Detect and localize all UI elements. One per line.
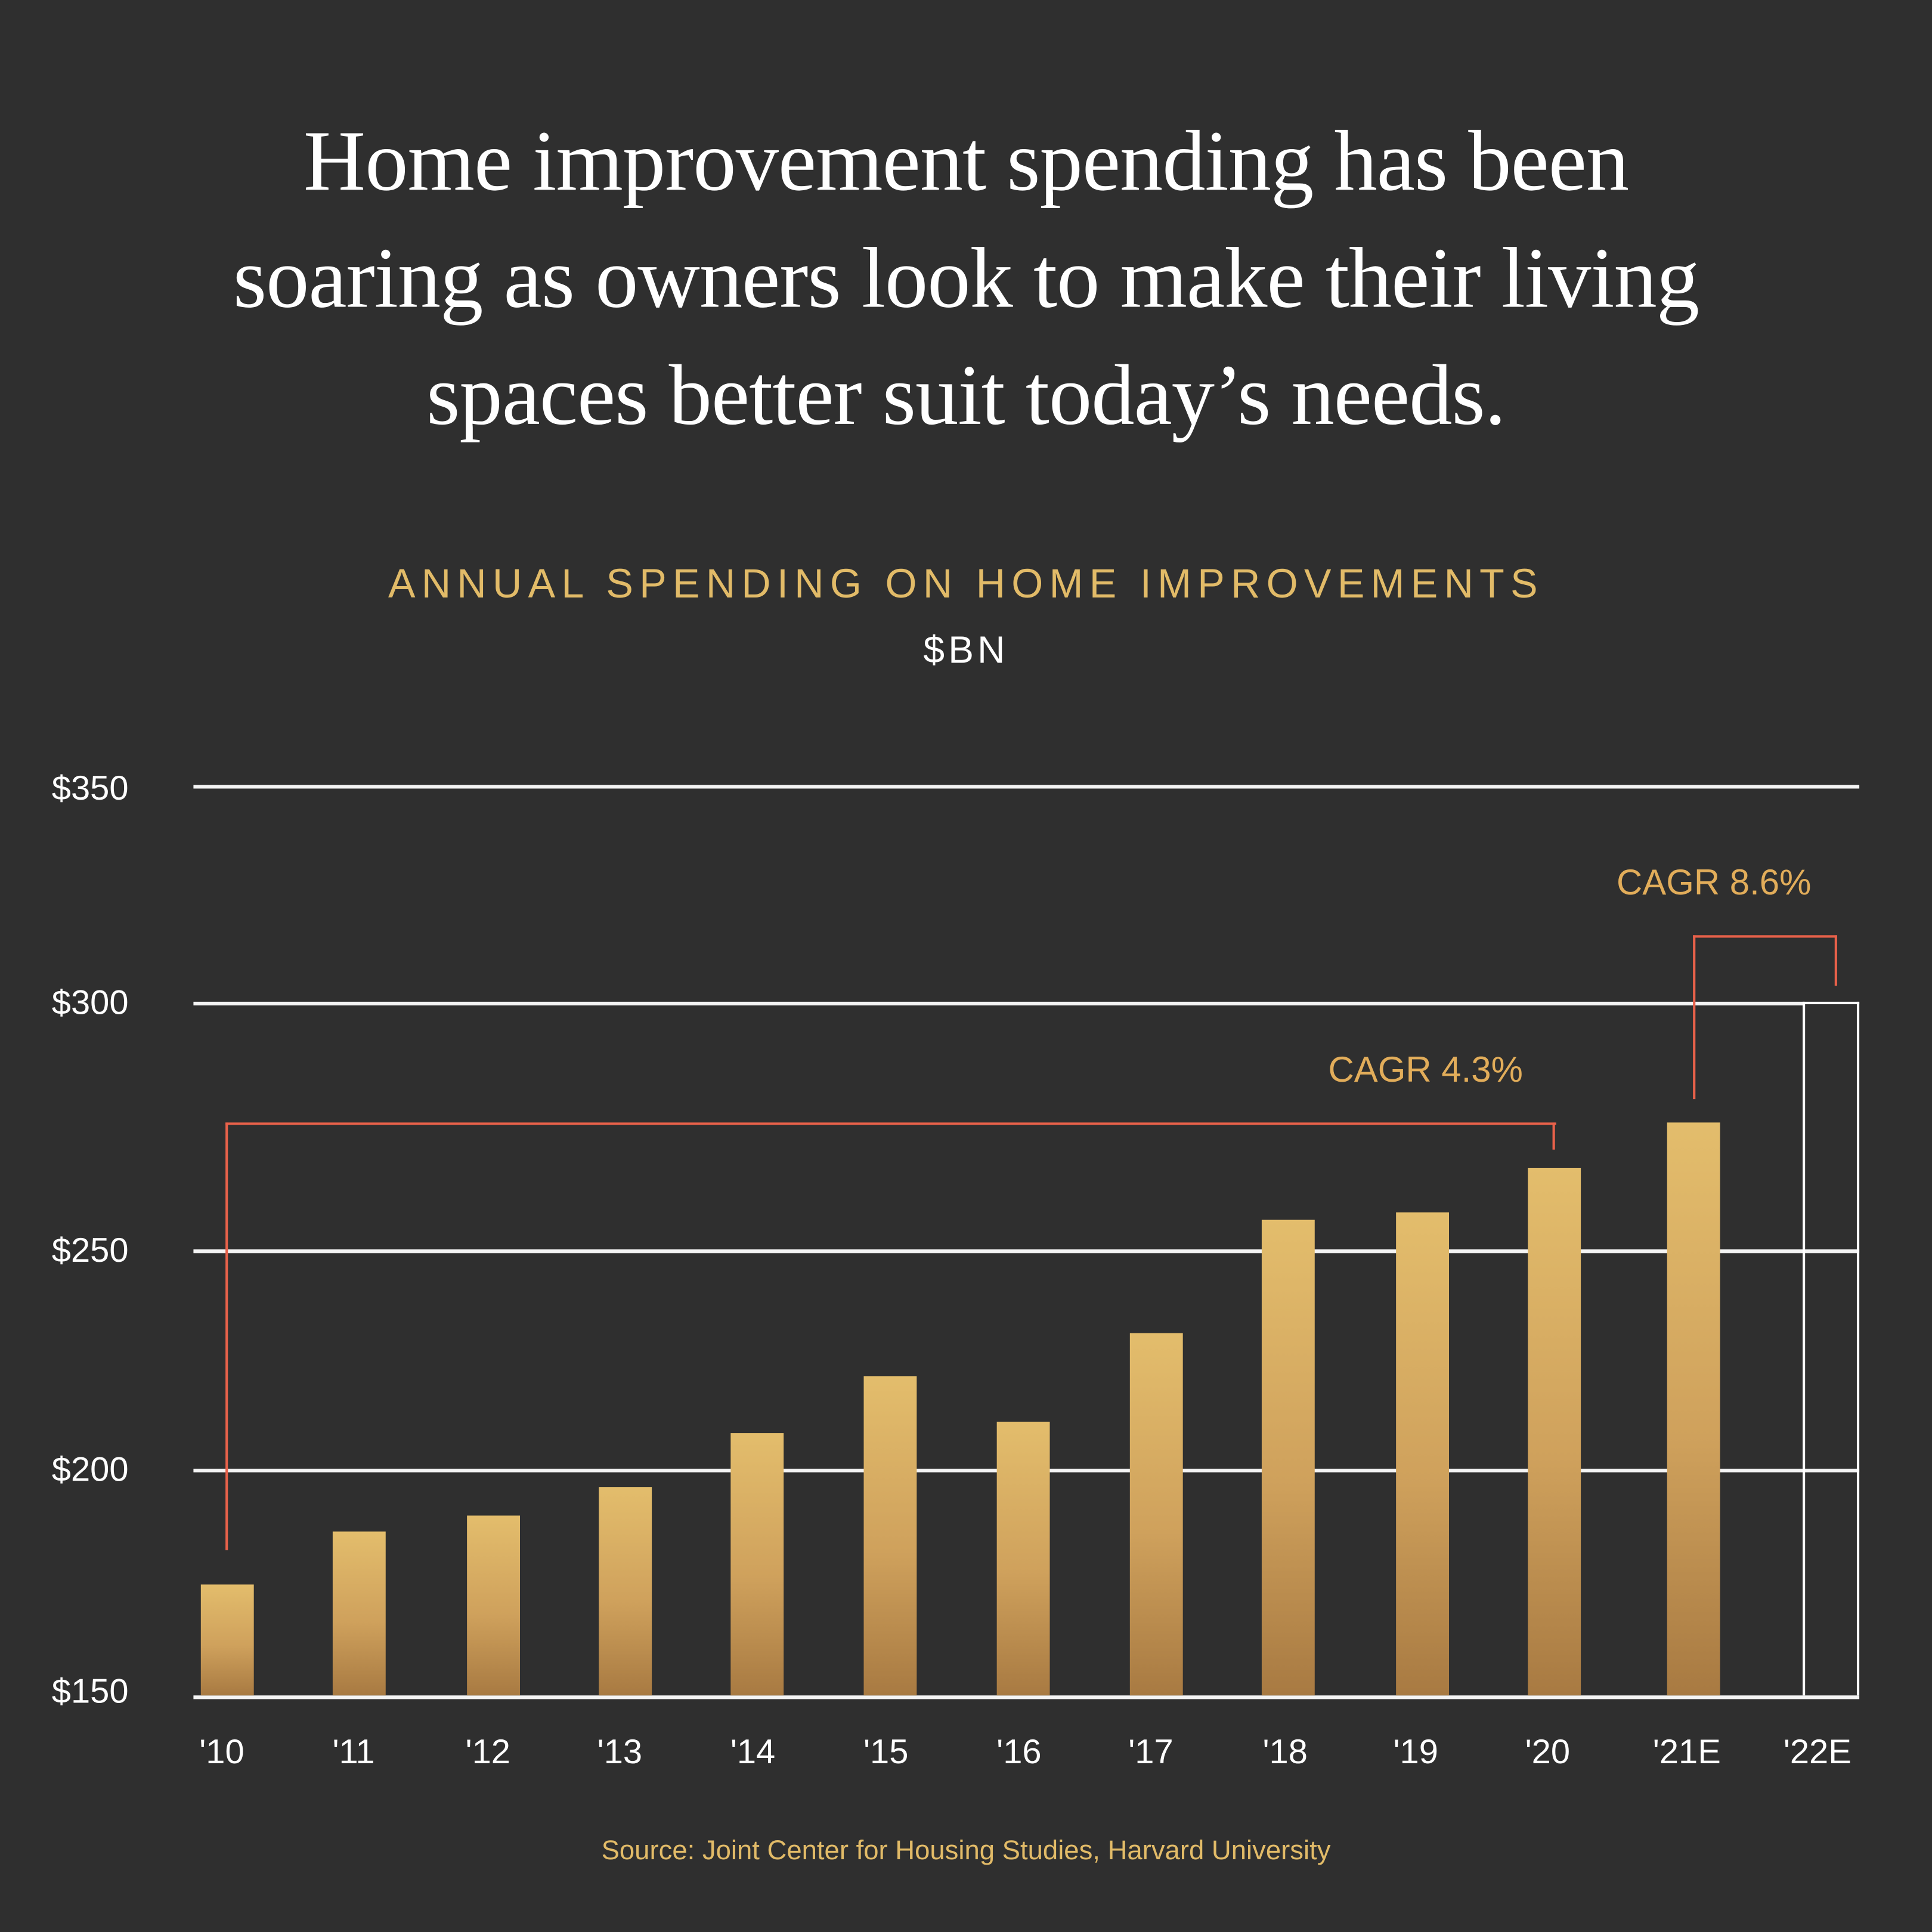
chart-unit-label: $BN [923,628,1009,672]
cagr-bracket-2022-tick [1834,935,1837,986]
x-tick-2017: '17 [1128,1732,1174,1771]
headline-line-2: soaring as owners look to make their liv… [233,231,1699,327]
cagr-bracket-2021-2022 [1693,935,1837,1100]
bar-2016 [996,1422,1050,1696]
bar-2017 [1129,1333,1183,1696]
bar-2014 [730,1433,784,1696]
bar-2019 [1396,1212,1450,1696]
bar-2022e-outline [1803,1001,1860,1696]
gridline-350 [193,785,1860,789]
cagr-bracket-2020-tick [1552,1122,1555,1150]
bar-2021e [1667,1122,1720,1696]
bar-2020 [1528,1168,1581,1696]
x-tick-2018: '18 [1262,1732,1308,1771]
x-tick-2014: '14 [730,1732,776,1771]
x-axis-baseline [193,1695,1860,1699]
cagr-label-2021-2022: CAGR 8.6% [1617,863,1812,903]
x-tick-2016: '16 [996,1732,1042,1771]
bar-2011 [332,1531,386,1696]
y-tick-150: $150 [51,1672,129,1711]
cagr-label-2010-2020: CAGR 4.3% [1328,1051,1523,1091]
x-tick-2015: '15 [863,1732,909,1771]
y-tick-300: $300 [51,983,129,1021]
y-tick-250: $250 [51,1231,129,1270]
y-tick-350: $350 [51,769,129,807]
source-note: Source: Joint Center for Housing Studies… [601,1834,1331,1866]
x-tick-2020: '20 [1525,1732,1571,1771]
x-tick-2010: '10 [199,1732,244,1771]
x-tick-2013: '13 [597,1732,643,1771]
headline-line-1: Home improvement spending has been [303,114,1629,210]
headline-line-3: spaces better suit today’s needs. [426,348,1506,444]
x-tick-2021e: '21E [1652,1732,1721,1771]
bar-2013 [599,1487,652,1696]
x-tick-2012: '12 [465,1732,510,1771]
chart-title: ANNUAL SPENDING ON HOME IMPROVEMENTS [388,561,1544,606]
x-tick-2022e: '22E [1783,1732,1852,1771]
x-tick-2011: '11 [332,1732,375,1771]
bar-2015 [863,1376,917,1696]
gridline-250 [193,1249,1860,1253]
bar-2018 [1261,1219,1315,1696]
bar-2012 [467,1515,520,1696]
y-tick-200: $200 [51,1450,129,1489]
bar-2010 [200,1584,254,1696]
headline: Home improvement spending has been soari… [0,104,1932,455]
gridline-300 [193,1001,1804,1006]
x-tick-2019: '19 [1393,1732,1438,1771]
cagr-bracket-2010-2020 [225,1122,1556,1550]
